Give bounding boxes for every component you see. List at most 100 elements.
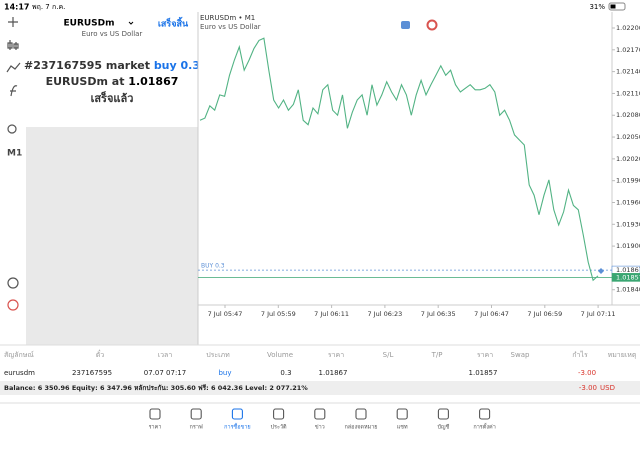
y-tick-label: 1.01900 (616, 242, 640, 250)
price-line-name: BUY 0.3 (201, 263, 225, 270)
y-tick-label: 1.02050 (616, 133, 640, 141)
x-tick-label: 7 Jul 06:23 (367, 310, 402, 318)
tab-icon[interactable] (355, 408, 367, 420)
chart-subtitle: Euro vs US Dollar (200, 23, 261, 31)
tab-icon[interactable] (479, 408, 491, 420)
y-tick-label: 1.01840 (616, 286, 640, 294)
indicators-tool[interactable] (6, 62, 21, 73)
y-tick-label: 1.02110 (616, 89, 640, 97)
price-label: 1.01867 (616, 266, 640, 274)
column-header: ประเภท (206, 351, 230, 359)
account-summary: Balance: 6 350.96 Equity: 6 347.96 หลักป… (4, 384, 308, 392)
column-header: Volume (267, 351, 293, 359)
y-tick-label: 1.02020 (616, 155, 640, 163)
crosshair-tool[interactable] (8, 17, 18, 27)
tab-label: แชท (397, 424, 408, 431)
result-line-1: #237167595 market buy 0.3 (24, 59, 200, 72)
result-text: #237167595 market (24, 59, 150, 72)
chart-button[interactable] (426, 19, 438, 31)
chart-title: EURUSDm • M1 (200, 14, 255, 22)
toolbar (0, 12, 26, 344)
status-date: พฤ. 7 ก.ค. (32, 3, 65, 11)
column-header: ตั๋ว (96, 350, 105, 359)
status-time: 14:17 (4, 3, 29, 12)
table-cell: buy (218, 369, 231, 377)
result-text: EURUSDm at (46, 75, 125, 88)
trade-tool[interactable] (7, 277, 19, 289)
function-tool[interactable] (10, 85, 18, 97)
tab-icon[interactable] (437, 408, 449, 420)
column-header: ราคา (477, 351, 493, 359)
column-header: หมายเหตุ (608, 351, 637, 359)
battery-icon (608, 2, 626, 11)
timeframe[interactable]: M1 (7, 149, 22, 159)
y-tick-label: 1.01930 (616, 220, 640, 228)
column-header: S/L (383, 351, 394, 359)
summary-row (0, 381, 640, 395)
tab-label: ราคา (149, 425, 162, 431)
tab-icon[interactable] (396, 408, 408, 420)
column-header: กำไร (572, 350, 588, 359)
done-button[interactable]: เสร็จสิ้น (158, 17, 189, 30)
price-label-box (611, 273, 640, 282)
x-tick-label: 7 Jul 06:47 (474, 310, 509, 318)
tab-label: กล่องจดหมาย (344, 425, 377, 431)
battery-level (610, 4, 616, 9)
column-header: ราคา (328, 351, 344, 359)
tab-icon[interactable] (231, 408, 243, 420)
result-highlight: buy 0.3 (154, 59, 200, 72)
panel-symbol[interactable]: EURUSDm (63, 19, 114, 29)
table-cell: eurusdm (4, 369, 35, 377)
panel-description: Euro vs US Dollar (82, 30, 143, 38)
tab-icon[interactable] (190, 408, 202, 420)
column-header: สัญลักษณ์ (4, 351, 34, 359)
y-tick-label: 1.02080 (616, 111, 640, 119)
tab-label: การซื้อขาย (224, 423, 250, 431)
order-result-panel (26, 12, 198, 127)
tab-icon[interactable] (273, 408, 285, 420)
price-label: 1.01857 (616, 273, 640, 281)
result-highlight: 1.01867 (128, 75, 178, 88)
x-tick-label: 7 Jul 06:59 (527, 310, 562, 318)
price-line-series (199, 37, 599, 282)
y-tick-label: 1.01990 (616, 177, 640, 185)
x-tick-label: 7 Jul 05:59 (261, 310, 296, 318)
y-tick-label: 1.01960 (616, 198, 640, 206)
x-tick-label: 7 Jul 06:11 (314, 310, 349, 318)
toolbar-icons (6, 17, 21, 311)
y-tick-label: 1.02170 (616, 46, 640, 54)
table-cell: 07.07 07:17 (144, 369, 186, 377)
chart-type-tool[interactable] (7, 40, 19, 50)
x-tick-label: 7 Jul 06:35 (421, 310, 456, 318)
tab-icon[interactable] (314, 408, 326, 420)
status-battery: 31% (589, 3, 605, 11)
table-cell: 1.01867 (319, 369, 348, 377)
dropdown-chevron (128, 21, 134, 25)
chart-area (198, 12, 640, 345)
result-line-3: เสร็จแล้ว (91, 91, 134, 105)
column-header: T/P (431, 351, 443, 359)
total-profit: -3.00 (579, 384, 597, 392)
table-cell: -3.00 (578, 369, 596, 377)
y-tick-label: 1.02140 (616, 68, 640, 76)
column-header: Swap (511, 351, 530, 359)
table-cell: 0.3 (280, 369, 291, 377)
table-cell: 237167595 (72, 369, 112, 377)
tab-label: กราฟ (190, 424, 203, 431)
tab-label: ข่าว (315, 425, 325, 431)
quick-trade-tool[interactable] (7, 299, 19, 311)
objects-tool[interactable] (7, 124, 17, 134)
tab-label: การตั้งค่า (473, 423, 495, 431)
position-marker (598, 268, 604, 274)
result-line-2: EURUSDm at 1.01867 (46, 75, 179, 88)
currency: USD (600, 384, 615, 392)
tab-label: บัญชี (437, 424, 449, 431)
tab-icon[interactable] (149, 408, 161, 420)
x-tick-label: 7 Jul 05:47 (208, 310, 243, 318)
y-tick-label: 1.02200 (616, 24, 640, 32)
table-cell: 1.01857 (469, 369, 498, 377)
tab-label: ประวัติ (271, 424, 287, 431)
chart-button[interactable] (401, 21, 410, 29)
